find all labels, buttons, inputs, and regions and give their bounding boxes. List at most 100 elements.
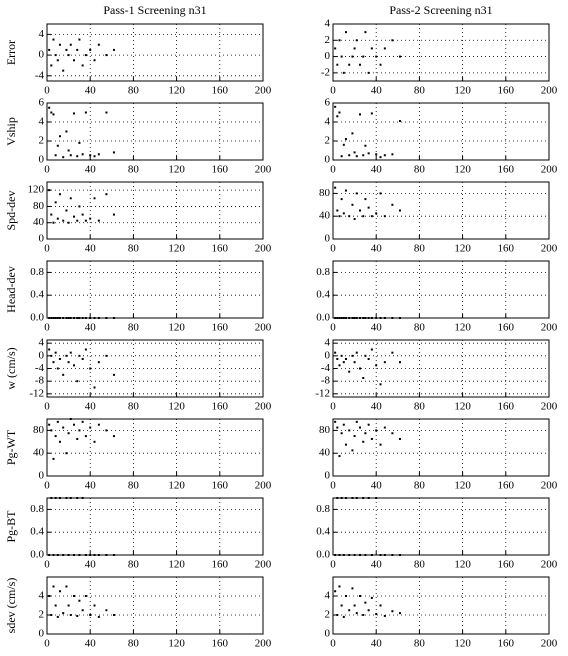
y-tick-label: -12 — [29, 387, 44, 399]
x-tick-label: 80 — [414, 480, 426, 492]
point — [67, 149, 70, 152]
point — [391, 432, 394, 435]
point — [364, 144, 367, 147]
point — [81, 358, 84, 360]
point — [364, 31, 367, 34]
point — [50, 354, 53, 357]
x-tick-label: 40 — [85, 401, 97, 413]
point — [367, 609, 370, 612]
y-tick-label: 2 — [325, 135, 331, 147]
x-tick-label: 120 — [454, 243, 471, 255]
y-tick-label: 80 — [319, 187, 331, 199]
point — [391, 203, 394, 206]
y-axis-label: Spd-dev — [4, 191, 18, 231]
point — [362, 215, 365, 218]
x-tick-label: 40 — [371, 480, 383, 492]
point — [112, 213, 115, 216]
point — [338, 585, 341, 588]
x-tick-label: 80 — [128, 480, 140, 492]
point — [359, 113, 361, 116]
point — [62, 554, 65, 556]
x-tick-label: 200 — [541, 480, 558, 492]
y-tick-label: 0 — [39, 349, 45, 361]
point — [93, 197, 96, 200]
point — [379, 383, 382, 386]
point — [398, 209, 401, 212]
point — [334, 420, 337, 423]
point — [93, 554, 96, 556]
point — [105, 354, 108, 357]
point — [336, 426, 339, 429]
x-tick-label: 120 — [168, 243, 185, 255]
point — [375, 613, 378, 616]
y-tick-label: -4 — [35, 362, 45, 374]
x-tick-label: 120 — [168, 480, 185, 492]
x-tick-label: 160 — [212, 243, 229, 255]
point — [76, 155, 79, 158]
x-tick-label: 0 — [330, 401, 336, 413]
point — [97, 423, 100, 426]
point — [362, 154, 365, 157]
x-tick-label: 80 — [414, 638, 426, 650]
y-tick-label: 4 — [39, 116, 45, 128]
y-tick-label: 40 — [33, 216, 45, 228]
panel: 0 40 80 120 160 200 0 2 4 sdev (cm/s) — [4, 576, 272, 650]
point — [52, 585, 55, 588]
point — [362, 614, 365, 616]
y-tick-label: 4 — [325, 116, 331, 128]
x-tick-label: 160 — [212, 401, 229, 413]
point — [338, 317, 341, 319]
x-tick-label: 0 — [44, 243, 50, 255]
point — [52, 317, 55, 319]
point — [370, 47, 373, 50]
point — [362, 55, 365, 58]
x-tick-label: 80 — [128, 243, 140, 255]
point — [342, 317, 345, 319]
x-tick-label: 200 — [541, 638, 558, 650]
point — [348, 317, 351, 319]
point — [89, 154, 92, 157]
point — [340, 155, 343, 158]
point — [348, 554, 351, 556]
point — [58, 193, 61, 196]
point — [379, 443, 382, 446]
y-tick-label: 0 — [39, 154, 45, 166]
plot-frame — [332, 497, 550, 556]
point — [344, 497, 347, 499]
y-tick-label: 80 — [33, 200, 45, 212]
x-tick-label: 40 — [85, 322, 97, 334]
x-tick-label: 120 — [454, 322, 471, 334]
y-tick-label: 4 — [39, 590, 45, 602]
point — [73, 364, 75, 367]
point — [62, 317, 65, 319]
point — [54, 201, 57, 204]
point — [78, 141, 81, 144]
point — [375, 364, 378, 367]
point — [334, 186, 337, 189]
point — [355, 351, 358, 354]
point — [93, 59, 96, 62]
x-tick-label: 160 — [498, 85, 515, 97]
x-tick-label: 160 — [212, 85, 229, 97]
point — [334, 554, 337, 556]
x-tick-label: 120 — [168, 638, 185, 650]
x-tick-label: 80 — [128, 559, 140, 571]
point — [353, 435, 356, 438]
point — [340, 604, 343, 607]
x-tick-label: 0 — [44, 480, 50, 492]
plot-frame — [46, 339, 264, 398]
plot-frame — [46, 576, 264, 635]
point — [58, 358, 61, 360]
point — [65, 585, 68, 588]
point — [67, 604, 70, 607]
point — [69, 418, 72, 420]
point — [81, 497, 84, 499]
point — [89, 554, 92, 556]
x-tick-label: 200 — [255, 243, 272, 255]
point — [340, 432, 343, 435]
point — [93, 155, 96, 158]
point — [359, 595, 361, 597]
point — [73, 554, 75, 556]
point — [78, 429, 81, 432]
